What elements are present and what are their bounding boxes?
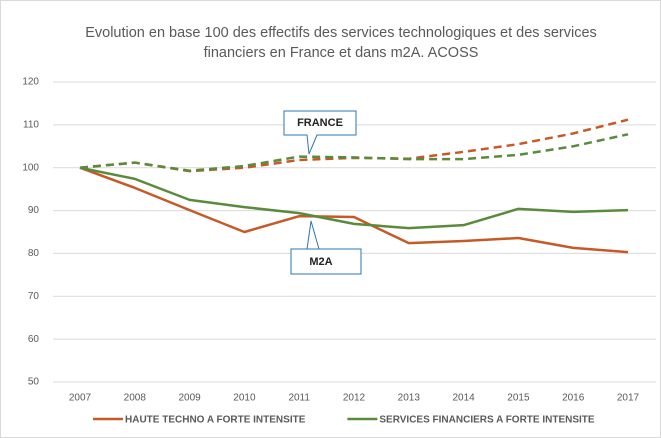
x-tick-label: 2014 — [452, 393, 475, 404]
x-tick-label: 2013 — [398, 393, 421, 404]
legend-label: HAUTE TECHNO A FORTE INTENSITE — [125, 415, 306, 426]
series-line — [79, 133, 629, 172]
annotation: M2A — [309, 256, 332, 268]
x-tick-label: 2010 — [233, 393, 256, 404]
y-tick-label: 90 — [28, 205, 40, 216]
x-tick-label: 2011 — [288, 393, 310, 404]
x-tick-label: 2008 — [124, 393, 147, 404]
x-tick-label: 2012 — [343, 393, 366, 404]
x-tick-label: 2009 — [178, 393, 201, 404]
x-tick-label: 2017 — [617, 393, 640, 404]
callout-box — [283, 110, 357, 155]
x-tick-label: 2015 — [507, 393, 530, 404]
annotation: FRANCE — [297, 117, 343, 129]
y-tick-label: 100 — [22, 162, 39, 173]
callout-france: FRANCE — [283, 110, 357, 155]
y-tick-label: 110 — [23, 119, 39, 130]
callout-box — [290, 220, 362, 275]
y-tick-label: 120 — [22, 77, 39, 88]
series-line — [79, 166, 629, 230]
series-line — [79, 166, 629, 254]
x-tick-label: 2007 — [69, 393, 92, 404]
x-tick-label: 2016 — [562, 393, 585, 404]
chart-title: Evolution en base 100 des effectifs des … — [85, 25, 597, 61]
legend-label: SERVICES FINANCIERS A FORTE INTENSITE — [379, 415, 595, 426]
y-tick-label: 70 — [28, 291, 40, 302]
y-tick-label: 80 — [28, 248, 40, 259]
y-tick-label: 50 — [28, 377, 40, 388]
callout-m2a: M2A — [290, 220, 362, 275]
y-tick-label: 60 — [28, 334, 40, 345]
